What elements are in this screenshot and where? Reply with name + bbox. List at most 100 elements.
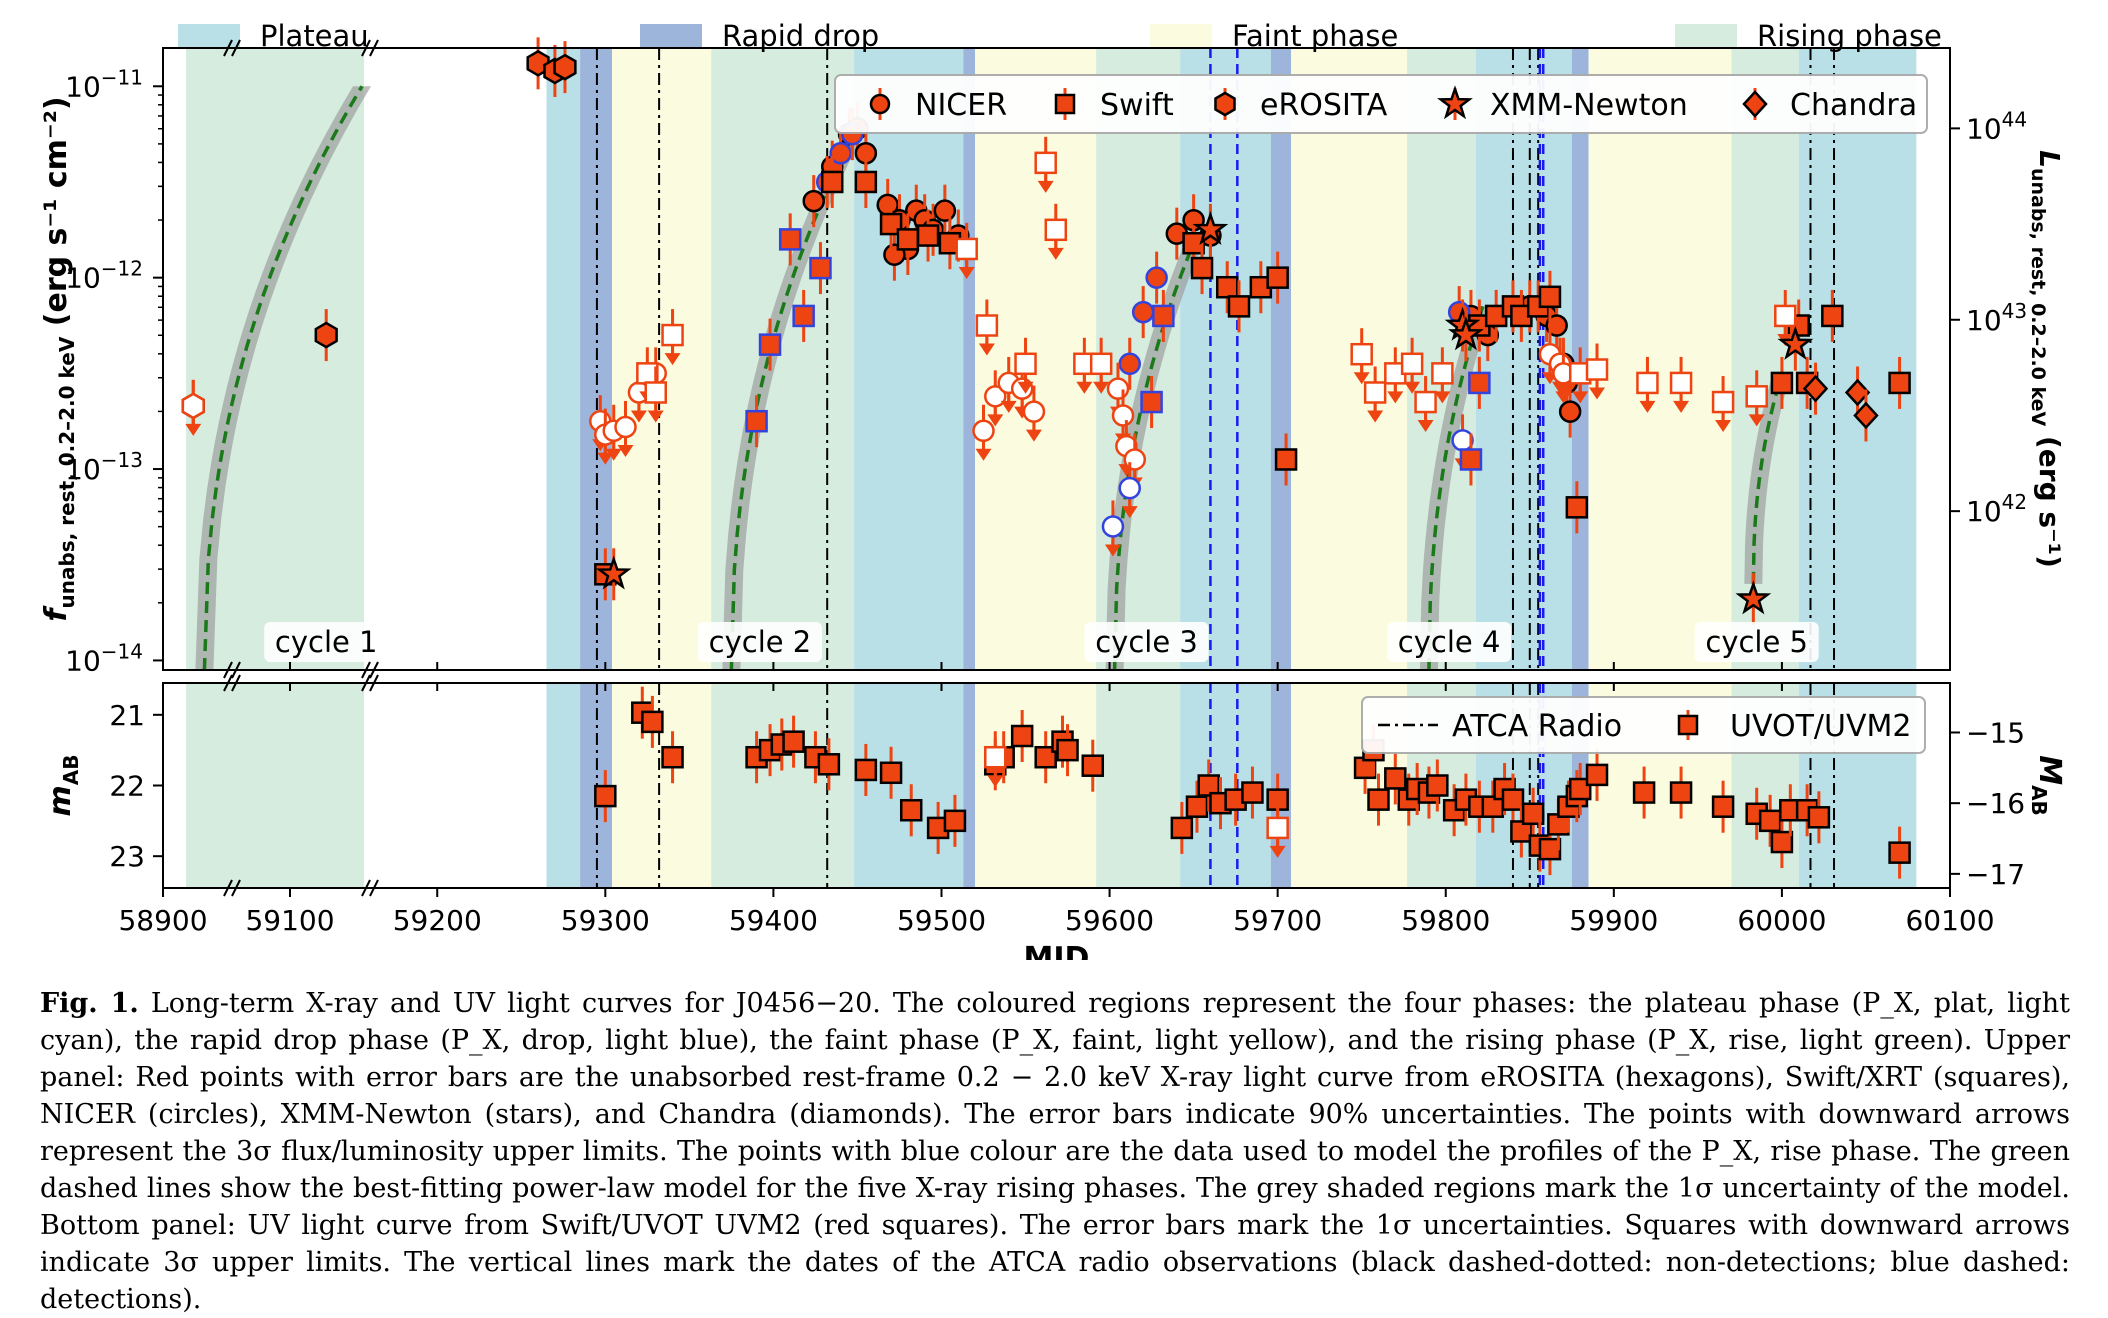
marker-square [745,409,768,433]
y-right-tick-label: 1042 [1966,490,2027,528]
axis-break-mark [223,674,233,692]
marker-square [1770,830,1794,854]
marker-square [1821,304,1844,328]
data-point-square [1770,356,1794,409]
x-tick-label: 59300 [561,904,650,937]
marker-square [1367,788,1390,811]
marker-circle [1131,300,1155,324]
data-point-square [1484,289,1508,342]
marker-square [916,224,940,247]
marker-square [1089,352,1113,376]
marker-square [1565,496,1589,519]
data-point-circle [1131,286,1155,339]
data-point-square [1400,337,1424,394]
marker-hexagon [181,392,205,420]
marker-square [758,333,782,356]
data-point-square [1274,433,1298,486]
axis-break-mark [231,661,241,679]
data-point-square [1431,347,1454,404]
uv-data-point [1081,739,1105,792]
marker-hexagon [553,53,577,81]
uv-data-point [1585,748,1609,801]
uv-data-point [899,784,923,837]
data-point-star [1777,318,1814,371]
phase-band-lower [1096,683,1181,888]
uv-data-point [1632,766,1656,819]
marker-circle [1558,400,1582,423]
upper-limit-arrow [1353,372,1370,385]
marker-circle [1111,404,1135,427]
data-point-square [809,242,832,295]
uv-data-point [661,731,684,784]
marker-square [641,710,664,734]
marker-circle [1022,400,1046,423]
marker-circle [1118,476,1141,500]
x-tick-label: 59900 [1569,904,1658,937]
marker-circle [972,419,995,443]
data-point-square [1468,356,1491,409]
marker-square [1170,816,1194,840]
marker-square [1182,231,1205,255]
marker-square [1774,304,1797,328]
marker-square [984,745,1007,769]
y-lower-right-axis-label: MAB [2027,755,2067,816]
legend-marker [1437,85,1473,120]
legend-uvot-label: UVOT/UVM2 [1730,709,1911,744]
marker-square [1888,841,1911,864]
cycle-label-box [1084,622,1209,662]
y-tick-label: 10−13 [65,448,143,486]
data-point-square [1073,337,1096,394]
cycle-label-box [1694,622,1819,662]
cycle-label-box [697,622,822,662]
x-tick-label: 60000 [1737,904,1826,937]
data-point-circle [1101,500,1125,557]
marker-square [1044,218,1068,242]
upper-limit-arrow [1025,429,1042,442]
marker-circle [1123,448,1147,471]
upper-limit-arrow [597,452,614,465]
data-point-hexagon [314,309,338,362]
upper-limit-arrow [1017,381,1034,394]
data-point-circle [614,400,637,457]
data-point-square [1774,289,1797,346]
data-point-square [1669,356,1693,413]
axis-break-mark [361,674,371,692]
uv-data-point [1888,826,1911,879]
marker-square [1190,256,1214,280]
upper-limit-arrow [1121,506,1138,519]
upper-limit-arrow [975,448,992,461]
data-point-star [1192,203,1229,256]
phase-band-lower [711,683,855,888]
marker-circle [1118,352,1141,376]
uv-data-point [1241,766,1264,819]
upper-limit-arrow [630,410,647,423]
marker-star [1448,316,1484,351]
axis-break-mark [369,661,379,679]
marker-square [1758,809,1782,833]
legend-marker [869,93,891,115]
caption-label: Fig. 1. [40,988,139,1019]
marker-square [644,381,667,404]
marker-square [1538,285,1562,309]
uv-data-point [1384,752,1407,805]
marker-square [809,256,832,280]
upper-limit-arrow [1367,410,1384,423]
marker-square [1585,358,1609,381]
light-curve-chart: Plateau Rapid drop Faint phase Rising phase… [39,19,2067,976]
marker-square [661,323,684,347]
upper-limit-arrow [1269,845,1286,858]
y-right-tick-label: 1044 [1966,107,2027,145]
marker-square [1538,837,1562,861]
uv-data-point [1010,710,1034,763]
data-point-hexagon [181,379,205,436]
uv-data-point [1197,759,1220,812]
data-point-diamond [1853,389,1879,442]
phase-band-upper [1588,48,1732,670]
data-point-square [644,366,667,423]
x-tick-label: 59200 [393,904,482,937]
data-point-hexagon [553,41,577,94]
marker-square [782,730,805,753]
marker-diamond [1844,378,1871,407]
upper-limit-arrow [617,444,634,457]
marker-circle [1545,314,1568,337]
